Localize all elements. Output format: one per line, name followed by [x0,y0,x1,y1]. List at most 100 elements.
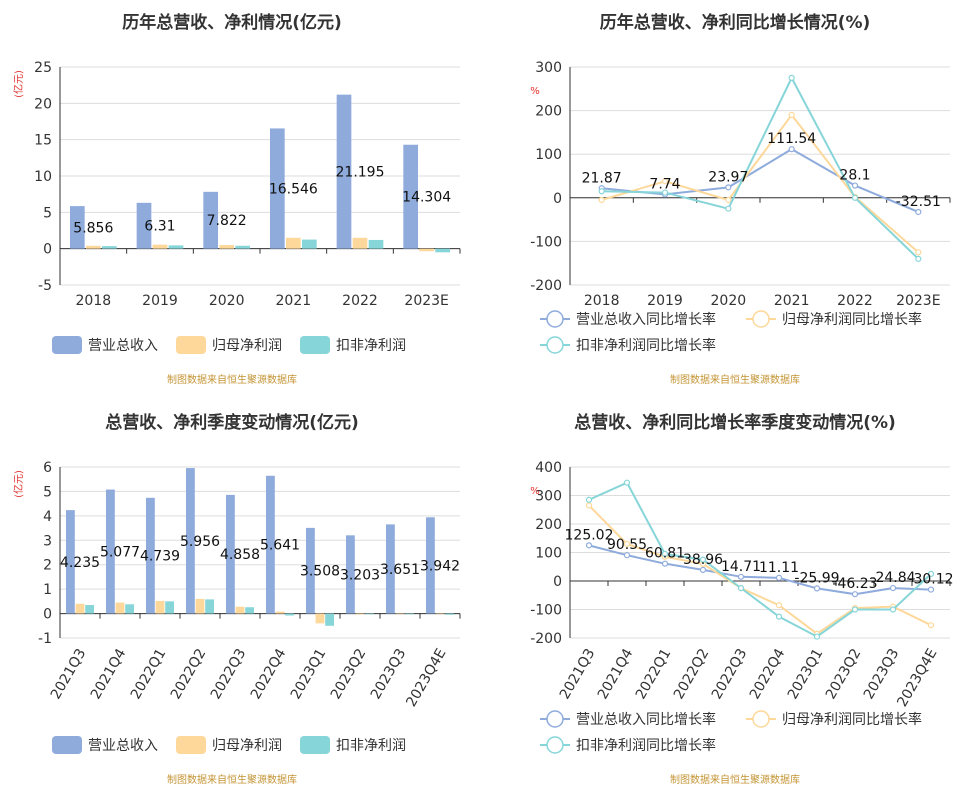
bar-2-5 [285,613,294,616]
legend-marker [752,310,770,328]
y-tick-label: 0 [43,242,52,258]
point-1-5 [915,249,922,256]
chart-panel-annual-amount: 历年总营收、净利情况(亿元) (亿元) -5 0 5 10 15 20 25 2018 2019 20… [12,12,461,386]
point-0-5 [915,208,922,216]
bar-1-2 [155,600,165,614]
point-2-7 [851,606,859,613]
data-label: 11.11 [759,560,799,576]
bar-1-4 [352,237,368,249]
bar-1-3 [286,237,301,249]
bar-1-8 [395,613,405,615]
point-1-0 [585,502,593,509]
bar-0-7 [346,535,355,614]
point-2-6 [813,633,821,640]
bar-2-1 [168,245,184,249]
data-label: 16.546 [269,182,318,198]
point-0-5 [775,574,783,581]
chart-title: 历年总营收、净利同比增长情况(%) [600,12,871,33]
x-tick-label: 2021Q4 [88,646,130,702]
chart-panel-quarterly-amount: 总营收、净利季度变动情况(亿元) (亿元) -1 0 1 2 3 4 5 6 2021Q32021Q… [12,412,461,786]
point-2-0 [585,496,593,503]
bar-2-2 [235,245,250,249]
data-label: 3.508 [300,564,340,580]
point-2-1 [661,189,669,196]
data-label: 60.81 [645,546,685,562]
bar-2-8 [405,613,414,615]
point-1-9 [927,622,935,629]
bar-2-0 [102,246,117,249]
y-tick-label: 6 [43,460,52,476]
legend-swatch [52,336,82,354]
bar-1-3 [195,598,205,614]
legend-swatch [300,336,330,354]
legend-marker [546,336,564,354]
bar-0-0 [66,510,75,614]
bar-0-3 [270,128,285,249]
legend-label: 归母净利润同比增长率 [782,311,922,328]
data-label: 21.195 [336,165,385,181]
chart-title: 总营收、净利季度变动情况(亿元) [105,412,359,433]
x-tick-label: 2022Q2 [671,646,713,702]
bar-2-1 [125,604,134,614]
x-tick-label: 2023Q4E [403,646,449,710]
point-2-3 [788,74,795,82]
bar-2-3 [205,599,214,614]
x-tick-label: 2023Q2 [823,646,865,702]
bar-2-4 [368,239,384,249]
data-label: 5.641 [260,538,300,554]
point-1-1 [623,540,631,548]
x-tick-label: 2021 [276,293,312,309]
legend-label: 扣非净利润 [336,738,406,754]
data-label: -30.12 [908,572,953,588]
point-0-2 [661,560,669,567]
chart-title: 总营收、净利同比增长率季度变动情况(%) [574,412,896,433]
legend-label: 营业总收入同比增长率 [576,311,716,328]
point-1-3 [788,111,795,119]
x-tick-label: 2022Q1 [633,646,675,702]
point-2-9 [927,570,935,577]
y-tick-label: 0 [43,607,52,623]
bar-0-2 [203,191,218,249]
y-tick-label: 2 [43,558,52,574]
x-tick-label: 2023Q1 [288,646,330,702]
bar-0-3 [186,468,195,614]
bar-1-5 [419,248,434,252]
y-tick-label: -200 [530,631,562,647]
legend-label: 归母净利润 [212,337,282,354]
source-note: 制图数据来自恒生聚源数据库 [670,773,800,786]
point-2-5 [915,255,922,262]
point-0-9 [927,586,935,593]
y-tick-label: -1 [38,631,52,647]
point-2-2 [725,205,732,212]
series-line-1 [601,113,919,254]
point-0-7 [851,591,859,598]
bar-1-9 [435,613,445,615]
point-0-3 [699,566,707,573]
y-tick-label: 15 [34,133,52,149]
bar-1-1 [152,244,168,249]
legend-label: 营业总收入 [88,338,158,354]
point-0-6 [813,585,821,592]
y-tick-label: 3 [43,533,52,549]
x-tick-label: 2018 [76,293,112,309]
point-2-4 [851,194,859,201]
series-line-0 [588,544,932,596]
bar-1-0 [75,603,85,614]
x-tick-label: 2021Q4 [595,646,637,702]
x-tick-label: 2020 [209,293,245,309]
data-label: -24.84 [870,570,915,586]
x-tick-label: 2023E [896,293,940,309]
data-label: 6.31 [144,219,175,235]
point-2-0 [598,188,605,195]
bar-2-4 [245,607,254,614]
y-unit-label: % [530,86,540,97]
x-tick-label: 2023Q3 [368,646,410,702]
legend-swatch [176,336,206,354]
legend-swatch [52,736,82,754]
y-tick-label: 1 [43,582,52,598]
data-label: 111.54 [767,131,816,147]
data-label: 7.822 [207,213,247,229]
y-tick-label: 100 [535,546,562,562]
x-tick-label: 2022Q1 [128,646,170,702]
data-label: 21.87 [582,170,622,186]
